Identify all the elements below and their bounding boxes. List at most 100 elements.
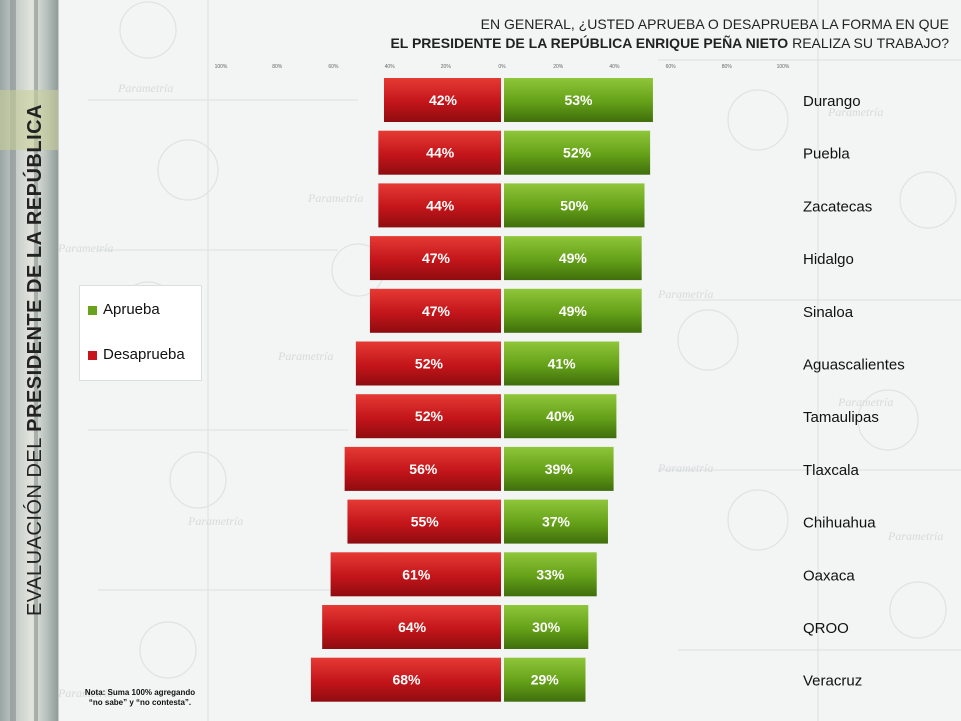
- chart-question: EN GENERAL, ¿USTED APRUEBA O DESAPRUEBA …: [390, 15, 949, 53]
- bar-desaprueba: [310, 657, 501, 702]
- axis-tick-label: 100%: [777, 64, 790, 70]
- category-label: Hidalgo: [803, 251, 854, 268]
- bar-aprueba: [504, 341, 620, 386]
- bar-aprueba: [504, 499, 608, 544]
- data-label-desaprueba: 52%: [415, 408, 444, 424]
- watermark-text: Parametría: [307, 191, 363, 205]
- category-label: Puebla: [803, 146, 850, 163]
- data-label-desaprueba: 44%: [426, 145, 455, 161]
- data-label-aprueba: 40%: [546, 408, 575, 424]
- bar-aprueba: [504, 78, 653, 122]
- bar-desaprueba: [369, 288, 501, 333]
- legend-item-aprueba: Aprueba: [88, 301, 160, 318]
- axis-tick-label: 0%: [498, 64, 506, 70]
- data-label-desaprueba: 68%: [392, 672, 421, 688]
- watermark-text: Parametría: [277, 349, 333, 363]
- bar-aprueba: [504, 446, 614, 491]
- axis-tick-label: 80%: [272, 64, 283, 70]
- bar-desaprueba: [378, 183, 501, 228]
- data-label-aprueba: 30%: [532, 619, 561, 635]
- data-label-desaprueba: 44%: [426, 197, 455, 213]
- footnote-line2: “no sabe” y “no contesta”.: [88, 698, 192, 707]
- data-label-aprueba: 39%: [545, 461, 574, 477]
- data-label-desaprueba: 42%: [429, 92, 458, 108]
- data-label-desaprueba: 64%: [398, 619, 427, 635]
- legend-label-aprueba: Aprueba: [103, 301, 160, 318]
- category-label: Veracruz: [803, 673, 862, 690]
- category-label: Aguascalientes: [803, 357, 905, 374]
- data-label-aprueba: 33%: [536, 566, 565, 582]
- axis-tick-label: 60%: [666, 64, 677, 70]
- data-label-aprueba: 49%: [559, 250, 588, 266]
- decorative-side-strip: [0, 0, 59, 721]
- data-label-desaprueba: 47%: [422, 303, 451, 319]
- decor-branch: [10, 0, 16, 721]
- question-line1: EN GENERAL, ¿USTED APRUEBA O DESAPRUEBA …: [480, 16, 949, 32]
- data-label-aprueba: 52%: [563, 145, 592, 161]
- data-label-desaprueba: 47%: [422, 250, 451, 266]
- axis-tick-label: 40%: [385, 64, 396, 70]
- data-label-aprueba: 29%: [531, 672, 560, 688]
- data-label-desaprueba: 56%: [409, 461, 438, 477]
- axis-tick-label: 40%: [609, 64, 620, 70]
- axis-tick-label: 20%: [441, 64, 452, 70]
- axis-tick-label: 100%: [215, 64, 228, 70]
- bar-aprueba: [504, 552, 597, 597]
- category-label: Chihuahua: [803, 515, 876, 532]
- bar-desaprueba: [330, 552, 501, 597]
- category-label: QROO: [803, 620, 849, 637]
- category-label: Tamaulipas: [803, 409, 879, 426]
- bar-desaprueba: [369, 236, 501, 281]
- bar-desaprueba: [383, 78, 501, 122]
- axis-tick-label: 20%: [553, 64, 564, 70]
- chart-legend: Aprueba Desaprueba: [79, 285, 202, 381]
- bar-aprueba: [504, 605, 589, 649]
- category-label: Oaxaca: [803, 567, 855, 584]
- bar-aprueba: [504, 657, 586, 702]
- bar-aprueba: [504, 130, 651, 175]
- axis-tick-label: 80%: [722, 64, 733, 70]
- data-label-aprueba: 41%: [548, 356, 577, 372]
- watermark-text: Parametría: [58, 241, 113, 255]
- bar-desaprueba: [378, 130, 501, 175]
- data-label-aprueba: 49%: [559, 303, 588, 319]
- bar-desaprueba: [347, 499, 501, 544]
- category-label: Sinaloa: [803, 304, 854, 321]
- legend-label-desaprueba: Desaprueba: [103, 346, 185, 363]
- watermark-text: Parametría: [657, 287, 713, 301]
- decor-branch: [34, 0, 38, 721]
- watermark-text: Parametría: [837, 395, 893, 409]
- bar-desaprueba: [355, 341, 501, 386]
- category-label: Zacatecas: [803, 198, 872, 215]
- bar-desaprueba: [344, 446, 501, 491]
- legend-item-desaprueba: Desaprueba: [88, 346, 185, 363]
- bar-aprueba: [504, 236, 642, 281]
- footnote: Nota: Suma 100% agregando “no sabe” y “n…: [80, 688, 200, 708]
- watermark-text: Parametría: [657, 461, 713, 475]
- bar-desaprueba: [355, 394, 501, 439]
- category-label: Durango: [803, 93, 861, 110]
- data-label-aprueba: 37%: [542, 514, 571, 530]
- bar-aprueba: [504, 183, 645, 228]
- bar-aprueba: [504, 288, 642, 333]
- footnote-line1: Nota: Suma 100% agregando: [84, 688, 196, 697]
- legend-swatch-desaprueba: [88, 350, 97, 360]
- watermark-text: Parametría: [887, 529, 943, 543]
- question-line2-rest: REALIZA SU TRABAJO?: [788, 35, 949, 51]
- legend-swatch-aprueba: [88, 305, 97, 315]
- axis-tick-label: 60%: [328, 64, 339, 70]
- watermark-text: Parametría: [827, 105, 883, 119]
- watermark-text: Parametría: [187, 514, 243, 528]
- data-label-aprueba: 50%: [560, 197, 589, 213]
- data-label-desaprueba: 52%: [415, 356, 444, 372]
- question-line2: EL PRESIDENTE DE LA REPÚBLICA ENRIQUE PE…: [390, 34, 949, 53]
- data-label-desaprueba: 61%: [402, 566, 431, 582]
- watermark-text: Parametría: [117, 81, 173, 95]
- data-label-desaprueba: 55%: [411, 514, 440, 530]
- decor-leaf: [0, 90, 58, 150]
- data-label-aprueba: 53%: [564, 92, 593, 108]
- bar-aprueba: [504, 394, 617, 439]
- category-label: Tlaxcala: [803, 462, 860, 479]
- question-line2-bold: EL PRESIDENTE DE LA REPÚBLICA ENRIQUE PE…: [390, 35, 789, 51]
